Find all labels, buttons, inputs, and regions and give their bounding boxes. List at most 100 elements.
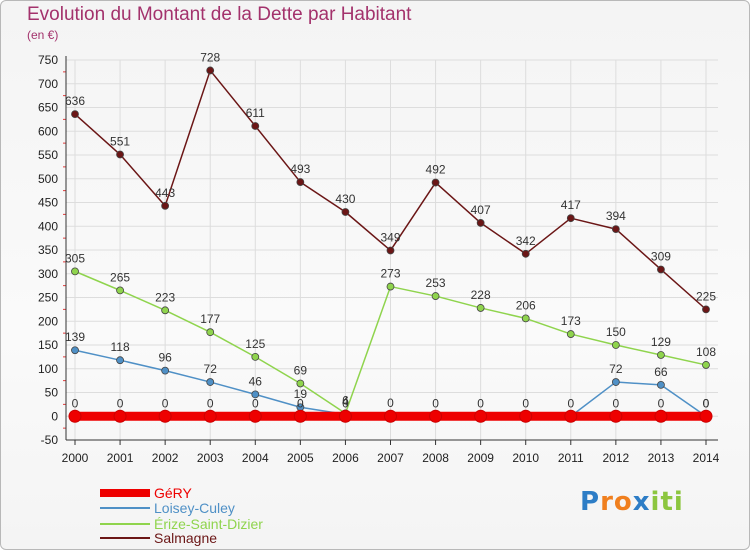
y-tick-label: 600 — [38, 124, 58, 138]
legend: GéRYLoisey-CuleyÉrize-Saint-DizierSalmag… — [100, 485, 263, 546]
data-label: 407 — [471, 203, 491, 217]
series-point — [702, 305, 710, 314]
data-label: 0 — [522, 396, 529, 410]
series-point — [654, 409, 668, 423]
data-label: 4 — [342, 394, 349, 408]
series-point — [251, 122, 260, 130]
data-label: 46 — [249, 374, 263, 388]
series-point — [161, 366, 170, 375]
y-tick-label: 500 — [38, 172, 58, 186]
data-label: 66 — [654, 365, 668, 379]
series-point — [431, 178, 440, 187]
logo-letter: x — [632, 487, 651, 517]
series-point — [386, 246, 395, 255]
data-label: 228 — [471, 288, 491, 302]
y-tick-label: 350 — [38, 243, 58, 257]
data-label: 72 — [609, 362, 623, 376]
data-label: 0 — [387, 396, 394, 410]
data-label: 309 — [651, 249, 671, 263]
data-label: 394 — [606, 209, 626, 223]
data-label: 0 — [342, 396, 349, 410]
data-label: 139 — [65, 330, 85, 344]
series-point — [474, 409, 488, 423]
series-point — [384, 409, 397, 423]
data-label: 118 — [111, 340, 130, 354]
data-label: 493 — [290, 162, 310, 176]
logo-letter: t — [660, 487, 674, 517]
y-tick-label: 250 — [38, 291, 58, 305]
series-point — [251, 390, 260, 399]
data-label: 728 — [200, 50, 220, 64]
data-label: 108 — [696, 345, 716, 359]
x-tick-label: 2013 — [648, 451, 675, 465]
y-tick-label: 750 — [38, 53, 58, 67]
y-tick-label: 200 — [38, 314, 58, 328]
x-tick-label: 2010 — [512, 451, 539, 465]
data-label: 72 — [204, 362, 218, 376]
series-point — [296, 178, 305, 186]
data-label: 0 — [252, 396, 259, 410]
legend-label-0: GéRY — [154, 485, 193, 501]
series-point — [71, 346, 79, 355]
data-label: 206 — [516, 298, 536, 312]
data-label: 225 — [696, 289, 716, 303]
data-label: 443 — [155, 186, 175, 200]
series-point — [699, 409, 713, 423]
x-tick-label: 2007 — [377, 451, 404, 465]
x-tick-label: 2001 — [107, 451, 134, 465]
data-label: 636 — [65, 94, 85, 108]
x-tick-label: 2008 — [422, 451, 449, 465]
series-point — [386, 282, 395, 291]
series-point — [519, 409, 533, 423]
series-point — [116, 286, 124, 295]
data-label: 342 — [516, 234, 536, 248]
data-label: 19 — [294, 387, 308, 401]
data-label: 173 — [561, 314, 581, 328]
data-label: 129 — [651, 335, 671, 349]
series-point — [476, 304, 485, 312]
logo-letter: o — [613, 487, 633, 517]
series-point — [566, 214, 575, 223]
data-label: 273 — [380, 267, 400, 281]
logo-letter: i — [650, 487, 661, 517]
x-tick-label: 2006 — [332, 451, 359, 465]
series-point — [206, 66, 215, 75]
legend-label-3: Salmagne — [154, 530, 217, 546]
data-label: 430 — [335, 192, 355, 206]
series-point — [566, 330, 575, 338]
data-label: 223 — [155, 290, 175, 304]
y-tick-label: 0 — [51, 409, 58, 423]
series-point — [116, 356, 124, 365]
y-tick-label: 150 — [38, 338, 58, 352]
legend-label-2: Érize-Saint-Dizier — [154, 516, 263, 532]
data-label: 0 — [297, 396, 304, 410]
data-label: 0 — [162, 396, 169, 410]
x-tick-label: 2003 — [197, 451, 224, 465]
series-point — [429, 409, 443, 423]
series-point — [296, 379, 305, 388]
data-label: 0 — [703, 396, 710, 410]
series-point — [161, 306, 170, 315]
series-point — [71, 267, 79, 276]
data-label: 0 — [432, 396, 439, 410]
y-tick-label: -50 — [41, 433, 59, 447]
y-tick-label: 550 — [38, 148, 58, 162]
series-point — [564, 409, 578, 423]
data-label: 0 — [72, 396, 79, 410]
series-point — [657, 265, 665, 274]
data-label: 0 — [703, 396, 710, 410]
legend-label-1: Loisey-Culey — [154, 500, 235, 516]
x-tick-label: 2002 — [152, 451, 179, 465]
y-tick-label: 300 — [38, 267, 58, 281]
logo-letter: r — [600, 487, 614, 517]
data-label: 305 — [65, 251, 85, 265]
data-label: 253 — [426, 276, 446, 290]
logo-letter: i — [673, 487, 684, 517]
x-tick-label: 2012 — [603, 451, 630, 465]
series-point — [476, 219, 485, 227]
series-point — [206, 378, 215, 386]
series-point — [702, 361, 710, 369]
series-point — [203, 409, 217, 423]
